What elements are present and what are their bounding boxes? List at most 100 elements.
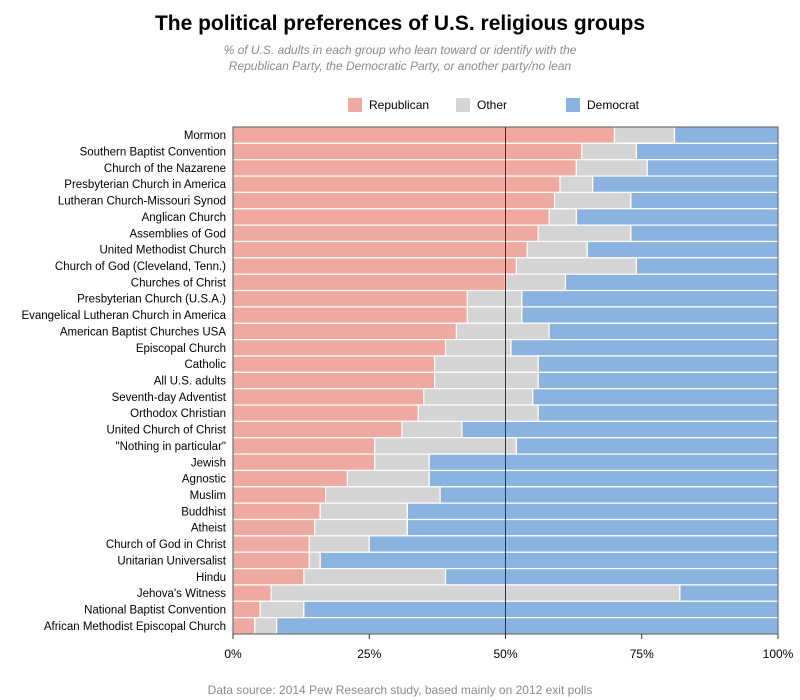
- bar-republican-unitarian-universalist: [232, 551, 310, 570]
- bar-republican-episcopal-church: [232, 339, 447, 357]
- bar-democrat-buddhist: [406, 502, 779, 521]
- category-label-american-baptist-churches-usa: American Baptist Churches USA: [60, 326, 227, 338]
- bar-other-churches-of-christ: [504, 273, 567, 292]
- bar-republican-american-baptist-churches-usa: [232, 322, 458, 341]
- bar-republican-hindu: [232, 567, 305, 586]
- bar-other-assemblies-of-god: [537, 224, 632, 243]
- bar-republican-nothing-in-particular: [232, 437, 376, 455]
- bar-republican-catholic: [232, 355, 436, 373]
- bar-other-nothing-in-particular: [374, 437, 518, 455]
- bar-other-evangelical-lutheran-church-in-america: [466, 306, 523, 324]
- bar-other-african-methodist-episcopal-church: [254, 617, 278, 635]
- bar-republican-anglican-church: [232, 208, 550, 226]
- bar-democrat-atheist: [406, 518, 779, 537]
- bar-republican-national-baptist-convention: [232, 600, 261, 619]
- category-label-catholic: Catholic: [184, 359, 226, 371]
- bar-democrat-agnostic: [428, 469, 779, 488]
- bar-democrat-american-baptist-churches-usa: [548, 322, 779, 341]
- category-label-church-of-god-in-christ: Church of God in Christ: [106, 539, 227, 551]
- bar-democrat-all-u-s-adults: [537, 371, 779, 390]
- category-label-episcopal-church: Episcopal Church: [136, 343, 226, 355]
- bar-democrat-church-of-god-cleveland-tenn: [635, 257, 779, 275]
- bar-democrat-mormon: [673, 126, 779, 144]
- legend-label-other: Other: [477, 98, 508, 112]
- bar-democrat-southern-baptist-convention: [635, 142, 779, 161]
- x-tick-label-75: 75%: [630, 647, 654, 661]
- bar-republican-churches-of-christ: [232, 273, 507, 292]
- category-label-orthodox-christian: Orthodox Christian: [130, 408, 226, 420]
- category-label-assemblies-of-god: Assemblies of God: [129, 228, 226, 240]
- bar-other-national-baptist-convention: [259, 600, 305, 619]
- category-label-unitarian-universalist: Unitarian Universalist: [117, 555, 226, 567]
- bar-other-united-church-of-christ: [401, 420, 463, 439]
- bar-other-atheist: [314, 518, 409, 537]
- bar-democrat-national-baptist-convention: [303, 600, 779, 619]
- bar-democrat-catholic: [537, 355, 779, 373]
- category-label-all-u-s-adults: All U.S. adults: [154, 376, 226, 388]
- chart-subtitle-line-2: Republican Party, the Democratic Party, …: [228, 59, 572, 73]
- bar-democrat-assemblies-of-god: [630, 224, 779, 243]
- category-label-southern-baptist-convention: Southern Baptist Convention: [80, 147, 226, 159]
- category-label-united-church-of-christ: United Church of Christ: [106, 425, 226, 437]
- category-label-presbyterian-church-u-s-a: Presbyterian Church (U.S.A.): [77, 294, 226, 306]
- bar-democrat-unitarian-universalist: [319, 551, 779, 570]
- data-source-note: Data source: 2014 Pew Research study, ba…: [207, 683, 593, 697]
- bar-republican-assemblies-of-god: [232, 224, 539, 243]
- category-label-church-of-god-cleveland-tenn: Church of God (Cleveland, Tenn.): [55, 261, 226, 273]
- bar-republican-atheist: [232, 518, 316, 537]
- bar-democrat-muslim: [439, 486, 779, 504]
- bar-other-agnostic: [346, 469, 430, 488]
- bar-republican-buddhist: [232, 502, 321, 521]
- bar-republican-seventh-day-adventist: [232, 388, 425, 406]
- bar-democrat-lutheran-church-missouri-synod: [630, 191, 779, 210]
- legend-item-other: Other: [456, 98, 507, 112]
- bar-other-united-methodist-church: [526, 240, 588, 259]
- category-label-african-methodist-episcopal-church: African Methodist Episcopal Church: [44, 621, 226, 633]
- category-label-jehova-s-witness: Jehova's Witness: [137, 588, 226, 600]
- bar-other-muslim: [325, 486, 441, 504]
- legend-label-democrat: Democrat: [587, 98, 640, 112]
- legend-label-republican: Republican: [369, 98, 430, 112]
- bar-democrat-church-of-god-in-christ: [368, 535, 779, 553]
- bar-other-orthodox-christian: [417, 404, 539, 422]
- category-label-jewish: Jewish: [191, 457, 226, 469]
- chart-subtitle-line-1: % of U.S. adults in each group who lean …: [223, 43, 577, 57]
- x-tick-label-0: 0%: [224, 647, 242, 661]
- bar-democrat-jewish: [428, 453, 779, 472]
- bar-republican-united-church-of-christ: [232, 420, 403, 439]
- bar-other-all-u-s-adults: [434, 371, 539, 390]
- bar-other-church-of-god-cleveland-tenn: [515, 257, 637, 275]
- bar-other-anglican-church: [548, 208, 577, 226]
- category-label-anglican-church: Anglican Church: [142, 212, 226, 224]
- category-label-united-methodist-church: United Methodist Church: [99, 245, 226, 257]
- bar-republican-jehova-s-witness: [232, 584, 272, 602]
- bar-republican-jewish: [232, 453, 376, 472]
- category-label-national-baptist-convention: National Baptist Convention: [84, 604, 226, 616]
- bar-democrat-presbyterian-church-in-america: [592, 175, 779, 194]
- bar-republican-agnostic: [232, 469, 349, 488]
- category-label-churches-of-christ: Churches of Christ: [131, 277, 227, 289]
- bar-other-jehova-s-witness: [270, 584, 681, 602]
- legend-swatch-republican: [348, 98, 362, 112]
- legend-swatch-democrat: [566, 98, 580, 112]
- category-label-agnostic: Agnostic: [182, 474, 226, 486]
- bar-democrat-presbyterian-church-u-s-a: [521, 289, 779, 308]
- bar-other-mormon: [613, 126, 676, 144]
- bar-republican-united-methodist-church: [232, 240, 528, 259]
- category-label-buddhist: Buddhist: [181, 506, 227, 518]
- category-label-seventh-day-adventist: Seventh-day Adventist: [112, 392, 227, 404]
- legend-swatch-other: [456, 98, 470, 112]
- bar-other-jewish: [374, 453, 430, 472]
- bar-other-episcopal-church: [444, 339, 512, 357]
- bar-democrat-african-methodist-episcopal-church: [276, 617, 779, 635]
- bar-republican-african-methodist-episcopal-church: [232, 617, 256, 635]
- bar-republican-church-of-god-cleveland-tenn: [232, 257, 517, 275]
- category-label-muslim: Muslim: [190, 490, 226, 502]
- bar-democrat-church-of-the-nazarene: [646, 159, 779, 177]
- bar-democrat-hindu: [444, 567, 779, 586]
- category-label-nothing-in-particular: "Nothing in particular": [116, 441, 226, 453]
- bar-democrat-orthodox-christian: [537, 404, 779, 422]
- legend-item-republican: Republican: [348, 98, 429, 112]
- bar-republican-church-of-the-nazarene: [232, 159, 577, 177]
